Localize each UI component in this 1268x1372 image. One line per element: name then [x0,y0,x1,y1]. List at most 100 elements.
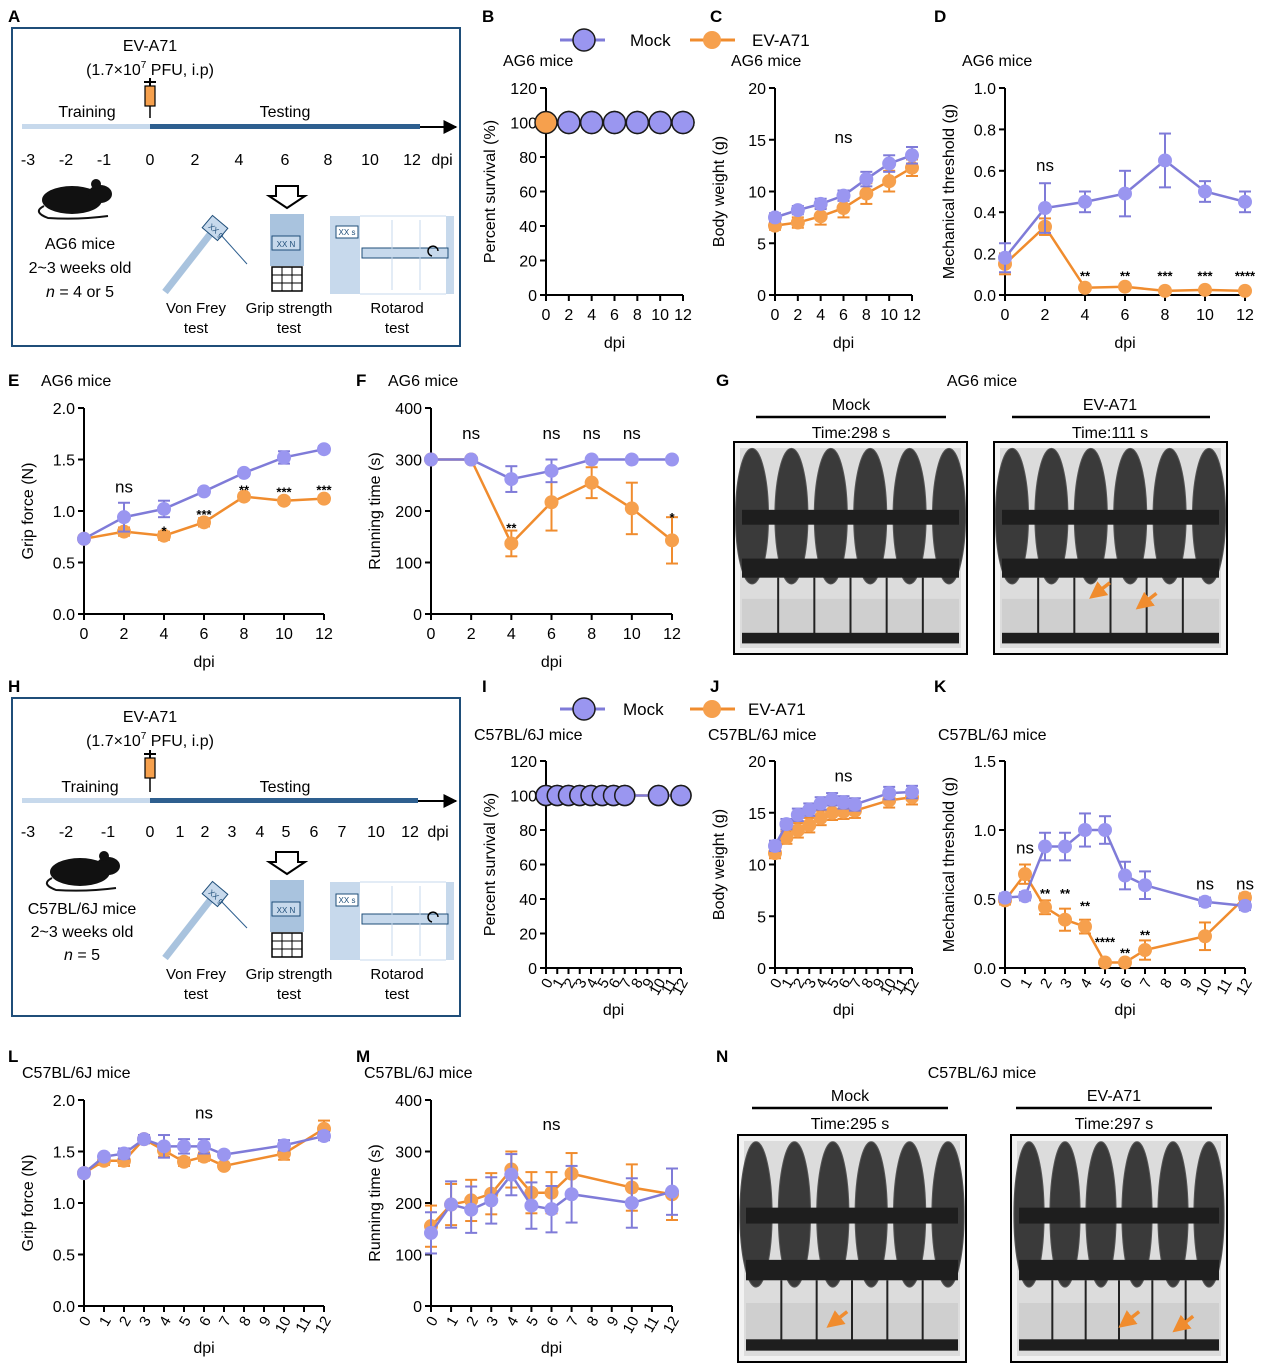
x-tick-label: 8 [240,626,249,643]
x-tick-label: 0 [542,307,551,324]
timeline-tick-label: 1 [176,824,185,841]
chart-d: AG6 mice 0.0 0.2 0.4 0.6 0.8 1.0 0 2 4 6 8 10 12 dpi Me… [941,53,1256,352]
data-point [237,465,251,480]
significance-label: ns [1196,874,1214,893]
x-tick-label: 4 [156,1313,175,1329]
significance-label: ns [115,477,133,496]
grip-label-2: test [277,320,302,337]
series-ev-a71 [998,217,1252,298]
legend-mock-marker [572,697,596,721]
series-mock [768,784,919,853]
schematic-frame [11,697,461,1017]
timeline-tick-label: 12 [401,824,419,841]
data-point [1238,283,1252,298]
data-point [825,792,840,807]
y-axis-label: Running time (s) [367,1144,384,1261]
significance-label: * [669,510,675,525]
data-point [813,796,828,811]
panel-label-i: I [482,677,487,696]
series-mock [77,442,331,546]
x-tick-label: 2 [793,307,802,324]
y-tick-label: 120 [510,81,537,98]
x-axis-label: dpi [604,335,625,352]
x-tick-label: 4 [507,626,516,643]
chart-title: C57BL/6J mice [474,727,583,744]
strain-label: C57BL/6J mice [28,901,137,918]
y-tick-label: 2.0 [53,401,75,418]
x-tick-label: 7 [216,1313,235,1329]
data-point [779,830,794,845]
legend-mock-label: Mock [630,31,671,50]
panel-a-schematic: A EV-A71 (1.7×107 PFU, i.p) Training Tes… [8,7,461,347]
photo-header: AG6 mice [947,373,1017,390]
data-point [464,1202,479,1217]
data-point [464,452,479,467]
y-tick-label: 0 [757,961,766,978]
rotarod-base [1019,1339,1219,1351]
data-point [77,1166,91,1181]
data-point [1098,955,1112,970]
y-tick-label: 0 [528,961,537,978]
y-tick-label: 80 [519,150,537,167]
data-point [882,174,897,189]
device-n-label: XX N [277,906,296,915]
legend-ev-label: EV-A71 [752,31,810,50]
significance-label: **** [1095,934,1116,949]
grip-label-1: Grip strength [246,300,333,317]
x-tick-label: 4 [503,1313,522,1329]
chart-e: AG6 mice 0.0 0.5 1.0 1.5 2.0 0 2 4 6 8 10 12 dpi Grip … [20,373,333,671]
data-point [905,785,919,800]
panel-label-c: C [710,7,722,26]
orange-arrow-icon [826,1310,849,1328]
x-tick-label: 11 [658,975,681,997]
x-tick-label: 5 [176,1313,195,1329]
dose-label: (1.7×107 PFU, i.p) [86,731,214,750]
y-tick-label: 100 [395,1248,422,1265]
data-point [217,1147,231,1162]
photo-mock-label: Mock [831,1088,870,1105]
von-frey-icon: XX g [162,880,248,961]
significance-label: *** [1197,268,1213,283]
x-tick-label: 0 [997,975,1016,991]
syringe-icon [144,78,156,118]
vonfrey-label-2: test [184,320,209,337]
grip-strength-icon: XX N [270,214,304,292]
data-point [614,784,636,807]
x-tick-label: 10 [651,307,669,324]
legend-bottom: Mock EV-A71 [560,697,806,721]
data-point [998,890,1012,905]
y-tick-label: 15 [748,133,766,150]
vonfrey-label-1: Von Frey [166,300,227,317]
x-tick-label: 12 [660,1313,683,1336]
y-tick-label: 80 [519,823,537,840]
y-tick-label: 0.5 [974,892,996,909]
significance-label: ns [543,424,561,443]
x-tick-label: 6 [1121,307,1130,324]
y-tick-label: 0.6 [974,164,996,181]
x-axis-label: dpi [541,654,562,671]
rotarod-bar [1002,558,1219,578]
significance-label: *** [316,482,332,497]
data-point [484,1193,499,1208]
x-tick-label: 11 [292,1313,315,1335]
x-tick-label: 6 [610,307,619,324]
x-tick-label: 12 [312,1313,335,1336]
data-point [1138,878,1152,893]
photo-header: C57BL/6J mice [928,1065,1037,1082]
x-tick-label: 12 [663,626,681,643]
x-tick-label: 8 [1157,975,1176,991]
data-point [557,110,581,135]
rotarod-label-2: test [385,320,410,337]
y-tick-label: 0 [528,288,537,305]
data-point [504,536,519,551]
data-point [544,1202,559,1217]
y-axis-label: Grip force (N) [20,1155,37,1252]
x-tick-label: 3 [483,1313,502,1329]
x-tick-label: 7 [564,1313,583,1329]
data-point [504,1167,519,1182]
y-tick-label: 400 [395,401,422,418]
chart-title: AG6 mice [41,373,111,390]
strain-label: AG6 mice [45,236,115,253]
x-tick-label: 10 [880,307,898,324]
